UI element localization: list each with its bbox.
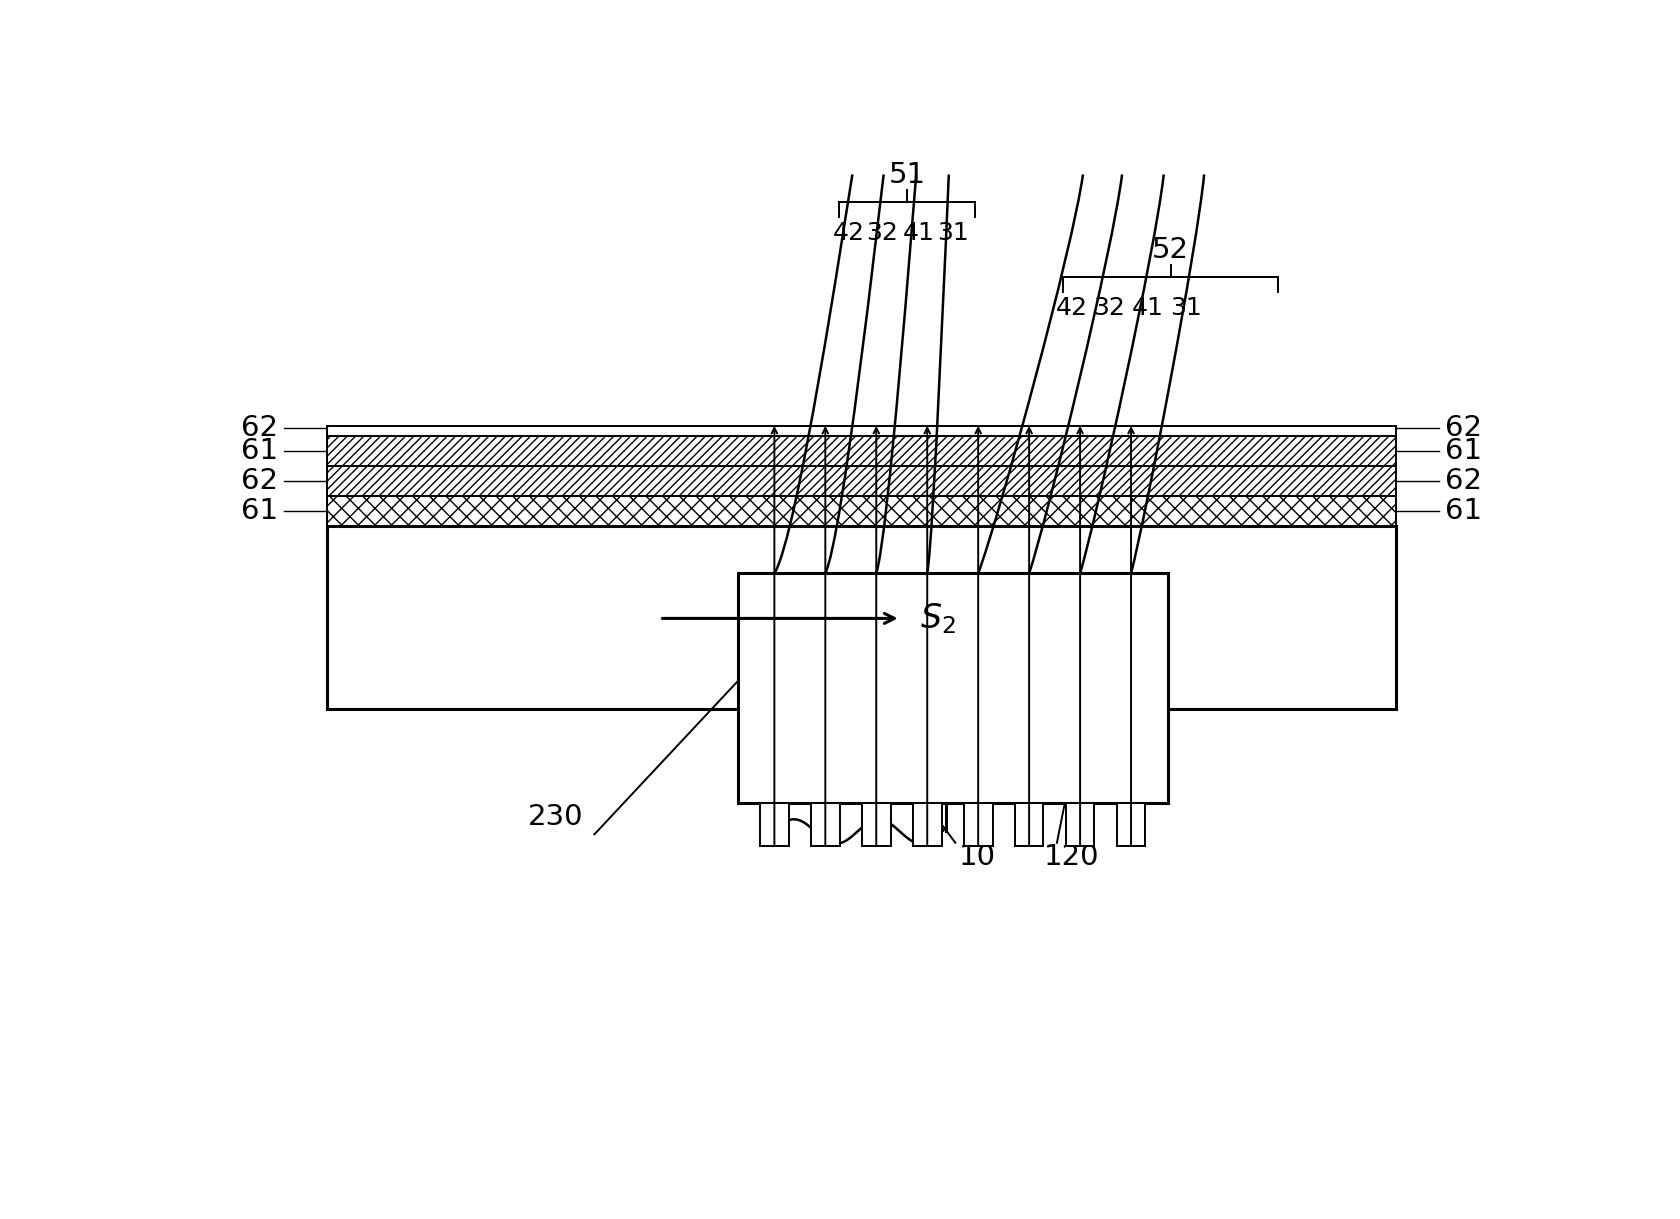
Text: 31: 31 [1169,296,1201,321]
Text: 120: 120 [1043,842,1099,870]
Text: 42: 42 [1055,296,1087,321]
Text: 62: 62 [240,414,277,441]
Text: 62: 62 [1445,467,1482,495]
Text: 33: 33 [753,709,790,737]
Bar [328,496,1394,527]
Text: 51: 51 [889,161,926,189]
Bar [328,436,1394,467]
Bar [328,467,1394,496]
Text: 32: 32 [1092,296,1124,321]
Bar [1015,803,1043,846]
Text: 61: 61 [240,438,277,466]
Bar [862,803,890,846]
Text: 61: 61 [1445,438,1482,466]
Text: 61: 61 [240,497,277,525]
Bar [810,803,838,846]
Bar [1116,803,1144,846]
Text: 62: 62 [240,467,277,495]
Text: 42: 42 [832,222,864,245]
Text: 32: 32 [865,222,897,245]
Text: 62: 62 [1445,414,1482,441]
Bar [328,425,1394,436]
Text: 41: 41 [1132,296,1163,321]
Bar [759,803,788,846]
Text: 61: 61 [1445,497,1482,525]
Text: 41: 41 [902,222,934,245]
Bar [780,707,942,826]
Text: 31: 31 [936,222,968,245]
Text: 10: 10 [959,842,996,870]
Text: $S_2$: $S_2$ [919,601,956,636]
Text: 52: 52 [1151,235,1188,263]
Bar [963,803,991,846]
Bar [328,527,1394,709]
Bar [1065,803,1094,846]
Text: 230: 230 [528,803,583,831]
Bar [912,803,941,846]
Bar [738,573,1168,803]
